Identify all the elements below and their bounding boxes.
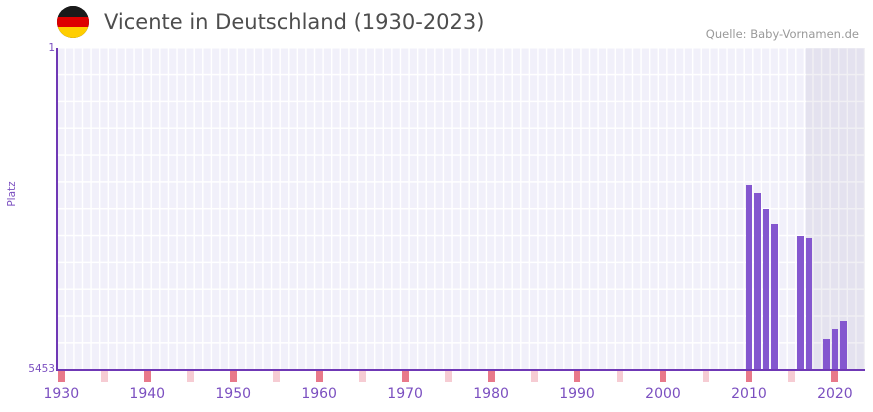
x-tick-mark-major: [487, 371, 495, 382]
chart-header: Vicente in Deutschland (1930-2023) Quell…: [0, 0, 873, 44]
x-tick-mark-major: [831, 371, 839, 382]
x-tick-mark-minor: [702, 371, 710, 382]
x-tick-mark-minor: [444, 371, 452, 382]
recent-years-shading: [806, 48, 865, 370]
grid-lines: [57, 48, 865, 370]
x-tick-mark-minor: [788, 371, 796, 382]
plot-area: [57, 48, 865, 370]
x-tick-mark-minor: [530, 371, 538, 382]
y-axis-tick-bottom: 5453: [28, 363, 55, 375]
x-tick-mark-minor: [186, 371, 194, 382]
flag-band-red: [57, 16, 89, 28]
bar[interactable]: [797, 236, 804, 370]
y-axis-line: [56, 48, 58, 370]
page-title: Vicente in Deutschland (1930-2023): [104, 10, 485, 34]
x-axis-tick-label: 1980: [473, 386, 509, 402]
x-axis-tick-label: 1950: [215, 386, 252, 402]
x-tick-mark-major: [143, 371, 151, 382]
x-axis-tick-label: 1960: [301, 386, 337, 402]
x-axis-tick-label: 1970: [387, 386, 423, 402]
x-axis-tick-label: 1940: [129, 386, 166, 402]
x-axis-line: [56, 369, 865, 371]
x-axis-tick-label: 2010: [731, 386, 767, 402]
source-attribution: Quelle: Baby-Vornamen.de: [705, 27, 859, 41]
bar[interactable]: [771, 223, 778, 370]
x-tick-mark-major: [401, 371, 409, 382]
y-axis-title: Platz: [6, 181, 18, 207]
bar[interactable]: [762, 209, 770, 370]
x-tick-mark-major: [229, 371, 237, 382]
bar[interactable]: [805, 238, 813, 370]
x-axis-tick-label: 1930: [43, 386, 80, 402]
bar[interactable]: [831, 329, 839, 370]
bar[interactable]: [754, 193, 761, 370]
x-tick-mark-minor: [358, 371, 366, 382]
x-tick-mark-major: [659, 371, 667, 382]
x-tick-mark-minor: [100, 371, 108, 382]
x-axis-tick-label: 2000: [645, 386, 681, 402]
x-tick-mark-minor: [616, 371, 624, 382]
bar[interactable]: [823, 339, 830, 370]
x-tick-mark-major: [745, 371, 753, 382]
x-tick-mark-major: [57, 371, 65, 382]
bar[interactable]: [745, 184, 753, 370]
x-axis-tick-label: 2020: [817, 386, 853, 402]
flag-band-gold: [57, 27, 89, 38]
bar[interactable]: [840, 320, 847, 370]
flag-band-black: [57, 6, 89, 17]
x-axis-tick-label: 1990: [559, 386, 595, 402]
x-tick-mark-major: [315, 371, 323, 382]
x-tick-mark-major: [573, 371, 581, 382]
x-tick-mark-minor: [272, 371, 280, 382]
y-axis-tick-top: 1: [48, 42, 55, 54]
german-flag-icon: [57, 6, 89, 38]
